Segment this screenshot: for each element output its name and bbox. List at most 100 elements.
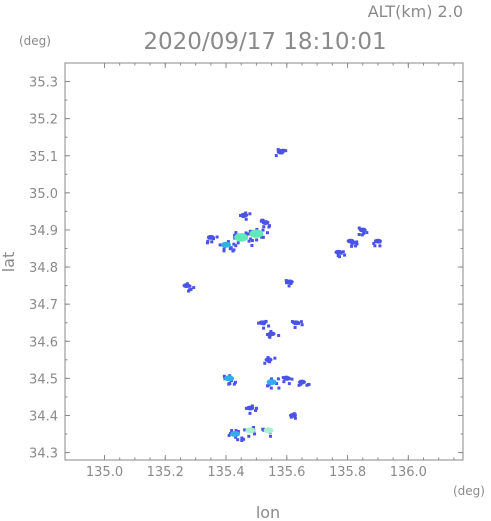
echo-cell xyxy=(282,375,291,381)
echo-pixel xyxy=(232,382,236,386)
y-tick-label: 34.5 xyxy=(29,372,58,387)
echo-cell xyxy=(373,238,382,244)
plot-frame xyxy=(64,62,464,461)
echo-cell xyxy=(258,320,267,326)
echo-pixel xyxy=(360,233,364,237)
echo-pixel xyxy=(277,333,281,337)
echo-pixel xyxy=(290,320,294,324)
echo-pixel xyxy=(226,240,230,244)
echo-pixel xyxy=(210,240,214,244)
echo-pixel xyxy=(261,228,265,232)
echo-pixel xyxy=(254,408,258,412)
echo-pixel xyxy=(232,248,236,252)
echo-cell xyxy=(245,427,256,434)
echo-pixel xyxy=(192,286,196,290)
echo-pixel xyxy=(362,231,366,235)
echo-pixel xyxy=(244,217,248,221)
echo-pixel xyxy=(341,250,345,254)
echo-pixel xyxy=(233,380,237,384)
echo-pixel xyxy=(234,231,238,235)
echo-pixel xyxy=(276,148,280,152)
echo-cell xyxy=(224,375,235,382)
y-tick-label: 34.7 xyxy=(29,298,58,313)
echo-pixel xyxy=(236,241,240,245)
echo-pixel xyxy=(268,434,272,438)
echo-pixel xyxy=(222,249,226,253)
echo-pixel xyxy=(240,436,244,440)
echo-pixel xyxy=(273,356,277,360)
echo-pixel xyxy=(228,247,232,251)
echo-cell xyxy=(288,413,297,418)
echo-pixel xyxy=(249,237,253,241)
echo-cell xyxy=(240,212,249,218)
echo-pixel xyxy=(373,244,377,248)
echo-pixel xyxy=(247,434,251,438)
echo-cell xyxy=(221,241,232,248)
echo-cell xyxy=(230,431,241,438)
echo-pixel xyxy=(267,225,271,229)
echo-pixel xyxy=(240,438,244,442)
echo-cell xyxy=(267,331,276,337)
echo-pixel xyxy=(268,335,272,339)
x-tick-label: 135.4 xyxy=(207,465,244,480)
echo-pixel xyxy=(222,374,226,378)
echo-pixel xyxy=(355,240,359,244)
echo-pixel xyxy=(236,438,240,442)
y-tick-label: 34.9 xyxy=(29,224,58,239)
echo-pixel xyxy=(352,241,356,245)
echo-pixel xyxy=(244,232,248,236)
echo-pixel xyxy=(247,239,251,243)
x-tick-label: 135.0 xyxy=(86,465,123,480)
echo-pixel xyxy=(343,253,347,257)
echo-cell xyxy=(234,233,249,242)
echo-pixel xyxy=(269,386,273,390)
echo-cell xyxy=(297,379,306,385)
echo-pixel xyxy=(234,244,238,248)
echo-pixel xyxy=(350,244,354,248)
echo-pixel xyxy=(276,377,280,381)
echo-cell xyxy=(291,320,300,326)
x-tick-label: 135.8 xyxy=(329,465,366,480)
x-unit-label: (deg) xyxy=(453,484,485,498)
echo-pixel xyxy=(246,232,250,236)
echo-pixel xyxy=(300,323,304,327)
echo-pixel xyxy=(267,383,271,387)
tick-layer: 135.0 135.2 135.4 135.6 135.8 136.0 34.3 34.4 34… xyxy=(29,62,463,480)
echo-cell xyxy=(264,357,273,363)
x-tick-label: 136.0 xyxy=(390,465,427,480)
echo-cell xyxy=(206,234,215,240)
echo-pixel xyxy=(234,429,238,433)
echo-pixel xyxy=(222,247,226,251)
echo-cell xyxy=(276,149,285,155)
echo-pixel xyxy=(243,428,247,432)
echo-pixel xyxy=(299,320,303,324)
echo-pixel xyxy=(248,212,252,216)
echo-pixel xyxy=(262,225,266,229)
echo-pixel xyxy=(269,377,273,381)
echo-pixel xyxy=(206,239,210,243)
echo-cell xyxy=(266,379,277,386)
echo-cell xyxy=(334,249,343,255)
echo-pixel xyxy=(282,380,286,384)
altitude-label: ALT(km) 2.0 xyxy=(368,2,463,21)
echo-pixel xyxy=(274,154,278,158)
echo-cell xyxy=(249,229,264,238)
chart-title: 2020/09/17 18:10:01 xyxy=(143,29,386,55)
echo-pixel xyxy=(255,227,259,231)
echo-pixel xyxy=(293,416,297,420)
echo-pixel xyxy=(233,233,237,237)
echo-cell xyxy=(246,405,255,411)
echo-pixel xyxy=(282,148,286,152)
echo-pixel xyxy=(307,382,311,386)
echo-pixel xyxy=(242,437,246,441)
echo-pixel xyxy=(354,244,358,248)
x-tick-label: 135.2 xyxy=(147,465,184,480)
y-tick-label: 35.3 xyxy=(29,76,58,91)
echo-pixel xyxy=(277,386,281,390)
echo-pixel xyxy=(290,377,294,381)
echo-pixel xyxy=(357,233,361,237)
echo-pixel xyxy=(255,238,259,242)
echo-pixel xyxy=(248,229,252,233)
y-tick-label: 35.0 xyxy=(29,187,58,202)
